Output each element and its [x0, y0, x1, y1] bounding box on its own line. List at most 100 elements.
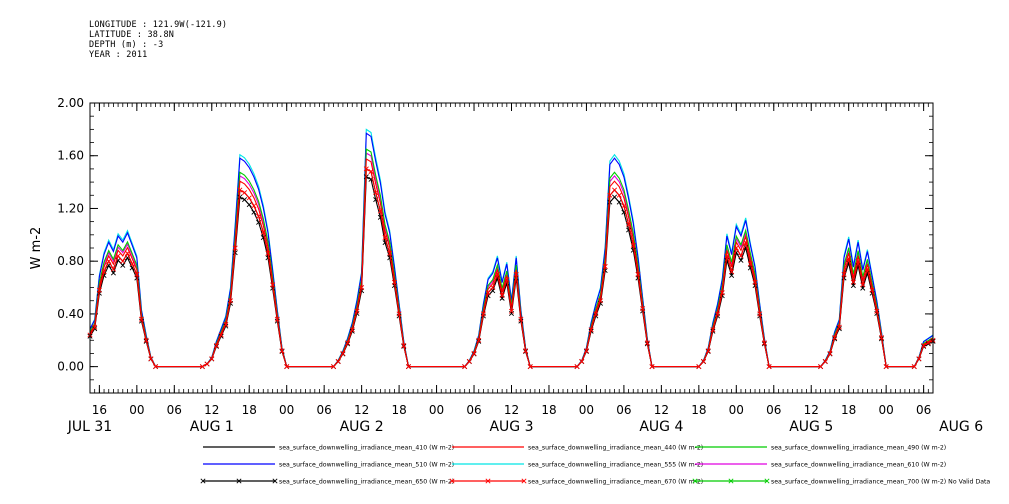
series-marker-7 — [860, 282, 866, 288]
series-marker-7 — [827, 350, 833, 356]
series-marker-7 — [855, 258, 861, 264]
legend-label-0: sea_surface_downwelling_irradiance_mean_… — [279, 445, 454, 452]
series-marker-7 — [138, 316, 145, 322]
x-tick-label: 06 — [616, 403, 631, 417]
year-text: YEAR : 2011 — [89, 50, 148, 60]
x-tick-label: 06 — [167, 403, 182, 417]
longitude-text: LONGITUDE : 121.9W(-121.9) — [89, 20, 228, 30]
x-day-label: AUG 6 — [939, 419, 983, 435]
series-marker-7 — [602, 263, 608, 269]
series-marker-7 — [761, 340, 767, 346]
y-tick-label: 0.40 — [57, 307, 84, 321]
series-marker-7 — [925, 340, 931, 346]
series-marker-7 — [223, 321, 229, 327]
series-marker-7 — [246, 195, 252, 201]
x-day-label: AUG 5 — [789, 419, 833, 435]
series-marker-7 — [354, 308, 360, 314]
x-tick-label: 00 — [429, 403, 444, 417]
y-tick-label: 1.60 — [57, 149, 84, 163]
series-marker-7 — [616, 192, 622, 198]
series-marker-7 — [499, 292, 505, 298]
series-marker-7 — [476, 337, 482, 343]
legend-label-7: sea_surface_downwelling_irradiance_mean_… — [528, 479, 703, 486]
y-tick-label: 1.20 — [57, 201, 84, 215]
series-marker-7 — [696, 364, 702, 370]
x-tick-label: 12 — [804, 403, 819, 417]
series-marker-7 — [134, 271, 140, 277]
legend-marker-6 — [272, 478, 278, 484]
series-marker-7 — [124, 250, 130, 256]
series-marker-7 — [822, 358, 828, 364]
x-tick-label: 18 — [242, 403, 257, 417]
series-marker-7 — [256, 213, 262, 219]
x-tick-label: 06 — [916, 403, 931, 417]
x-tick-label: 12 — [204, 403, 219, 417]
series-marker-7 — [719, 290, 725, 296]
series-marker-7 — [382, 234, 388, 240]
series-marker-7 — [869, 287, 875, 293]
series-marker-7 — [738, 253, 744, 259]
x-tick-label: 06 — [317, 403, 332, 417]
y-tick-label: 0.00 — [57, 360, 84, 374]
series-marker-7 — [242, 190, 248, 196]
series-marker-7 — [335, 358, 341, 364]
series-marker-6 — [251, 209, 257, 215]
x-tick-label: 18 — [841, 403, 856, 417]
series-marker-7 — [635, 271, 641, 277]
series-line-4 — [89, 128, 934, 368]
y-axis-label: W m-2 — [29, 227, 44, 270]
x-day-label: AUG 1 — [190, 419, 234, 435]
series-marker-7 — [237, 187, 243, 193]
series-marker-7 — [110, 266, 116, 272]
series-marker-7 — [588, 327, 594, 333]
y-tick-label: 0.80 — [57, 254, 84, 268]
x-tick-label: 00 — [579, 403, 594, 417]
series-marker-7 — [209, 356, 215, 362]
series-marker-7 — [349, 327, 355, 333]
series-marker-7 — [574, 364, 580, 370]
series-marker-6 — [616, 199, 622, 205]
series-marker-7 — [752, 279, 758, 285]
series-marker-7 — [607, 192, 613, 198]
series-marker-7 — [471, 350, 477, 356]
legend-marker-8 — [728, 478, 734, 484]
series-marker-7 — [227, 298, 234, 304]
plot-frame — [89, 102, 934, 394]
series-marker-6 — [242, 197, 248, 203]
metadata-block: LONGITUDE : 121.9W(-121.9) LATITUDE : 38… — [89, 20, 227, 60]
series-marker-7 — [92, 324, 98, 330]
series-marker-7 — [836, 324, 842, 330]
legend-marker-7 — [485, 478, 491, 484]
legend-marker-6 — [200, 478, 206, 484]
series-marker-7 — [747, 261, 753, 267]
x-tick-label: 06 — [766, 403, 781, 417]
series-marker-7 — [921, 343, 927, 349]
series-marker-6 — [612, 194, 618, 200]
series-marker-7 — [832, 335, 838, 341]
legend-label-6: sea_surface_downwelling_irradiance_mean_… — [279, 479, 454, 486]
series-marker-6 — [508, 310, 515, 317]
series-line-6 — [89, 175, 934, 368]
series-marker-7 — [508, 308, 515, 314]
series-marker-7 — [579, 358, 585, 364]
legend-label-8: sea_surface_downwelling_irradiance_mean_… — [771, 479, 990, 486]
series-marker-7 — [649, 364, 655, 370]
series-marker-7 — [583, 348, 589, 354]
series-marker-7 — [597, 298, 604, 304]
series-marker-7 — [391, 279, 397, 285]
series-marker-7 — [340, 350, 346, 356]
legend-label-2: sea_surface_downwelling_irradiance_mean_… — [771, 445, 946, 452]
x-day-label: AUG 2 — [340, 419, 384, 435]
series-marker-7 — [373, 190, 379, 196]
x-tick-label: 06 — [466, 403, 481, 417]
series-marker-7 — [260, 229, 266, 235]
series-marker-7 — [757, 311, 763, 317]
series-marker-7 — [120, 258, 126, 264]
legend-marker-7 — [521, 478, 527, 484]
series-marker-7 — [368, 169, 374, 175]
series-marker-7 — [841, 271, 847, 277]
series-marker-7 — [485, 290, 491, 296]
series-marker-7 — [363, 166, 369, 172]
x-tick-label: 18 — [691, 403, 706, 417]
